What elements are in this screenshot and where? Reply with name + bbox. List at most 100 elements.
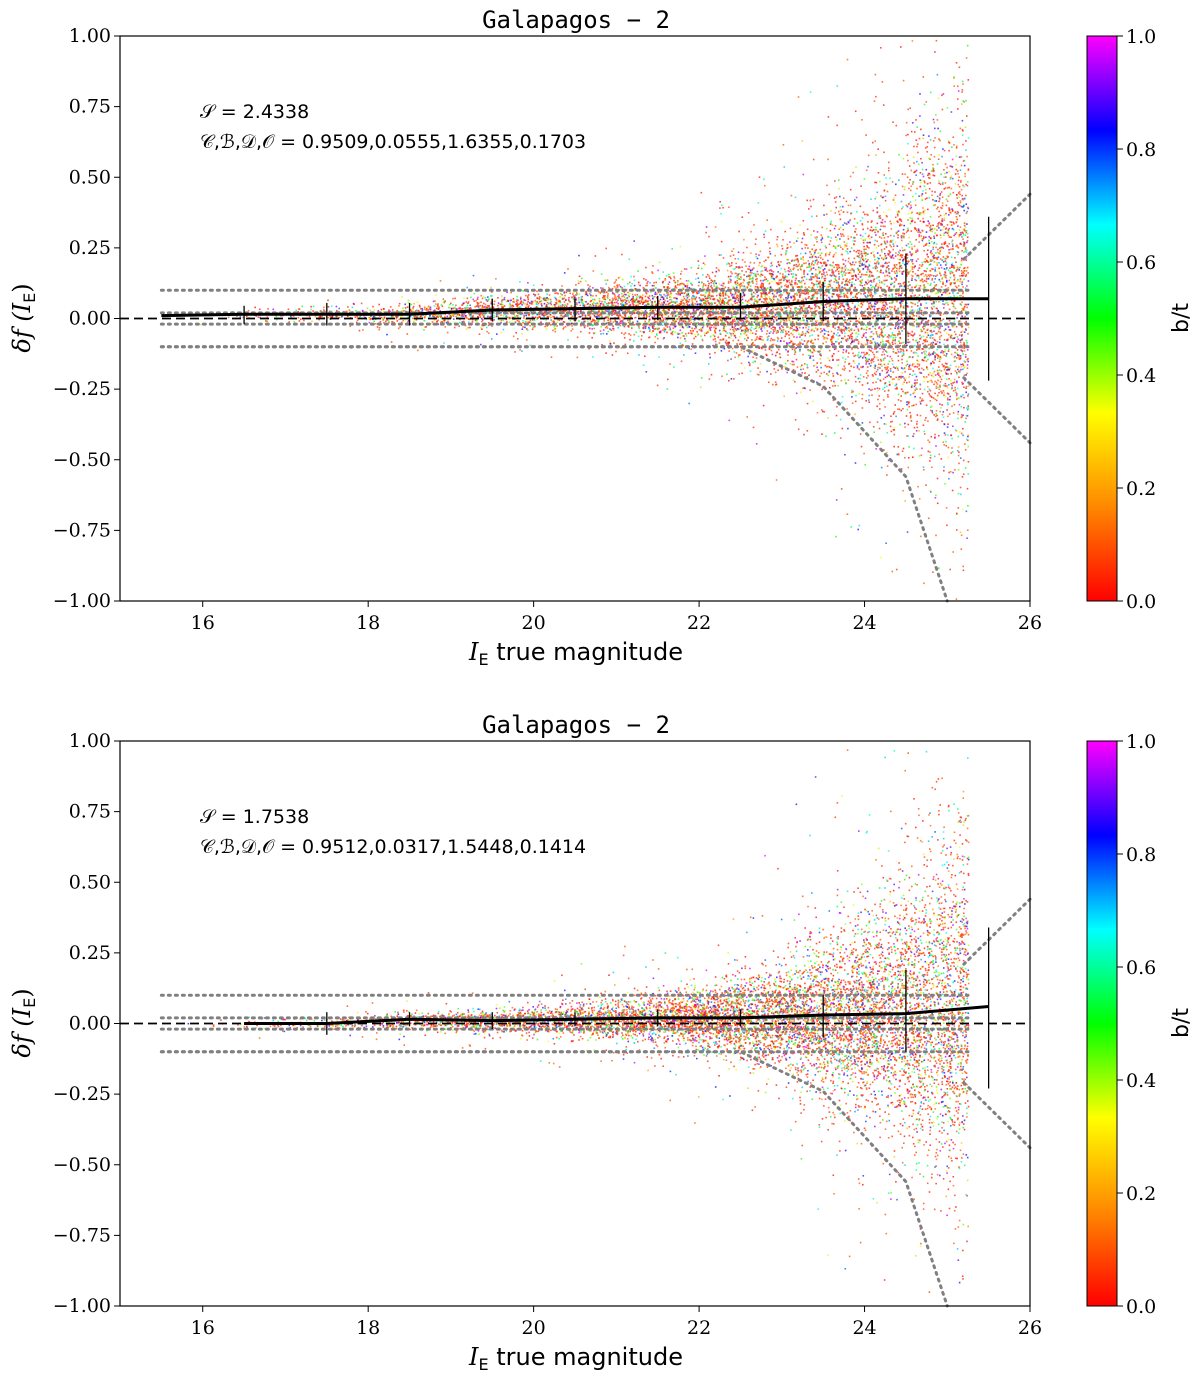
scatter-point [415, 310, 417, 312]
scatter-point [861, 255, 864, 258]
scatter-point [950, 322, 952, 324]
scatter-point [308, 315, 311, 318]
scatter-point [809, 199, 812, 202]
scatter-point [722, 285, 724, 287]
scatter-point [609, 343, 612, 345]
scatter-point [951, 262, 953, 265]
scatter-point [873, 229, 875, 231]
scatter-point [896, 386, 898, 389]
scatter-point [848, 329, 850, 332]
scatter-point [687, 332, 690, 334]
scatter-point [927, 334, 930, 337]
scatter-point [948, 323, 951, 325]
scatter-point [962, 459, 965, 462]
scatter-point [719, 298, 722, 300]
scatter-point [929, 400, 932, 402]
scatter-point [947, 403, 949, 406]
scatter-point [963, 221, 966, 224]
scatter-point [386, 333, 388, 336]
scatter-point [935, 246, 937, 249]
scatter-point [727, 359, 729, 362]
scatter-point [941, 220, 944, 223]
scatter-point [898, 330, 900, 333]
scatter-point [645, 292, 648, 295]
scatter-point [589, 327, 591, 330]
scatter-point [863, 248, 865, 251]
scatter-point [897, 221, 899, 223]
scatter-point [940, 206, 942, 209]
scatter-point [673, 279, 675, 282]
scatter-point [890, 415, 892, 417]
scatter-point [602, 305, 604, 308]
scatter-point [886, 451, 888, 454]
scatter-point [815, 293, 817, 295]
scatter-point [455, 304, 457, 307]
scatter-point [756, 296, 759, 298]
scatter-point [907, 423, 910, 426]
scatter-point [916, 248, 919, 251]
scatter-point [654, 341, 656, 344]
scatter-point [662, 308, 665, 310]
scatter-point [965, 510, 968, 513]
scatter-point [917, 217, 919, 220]
scatter-point [475, 300, 477, 302]
scatter-point [730, 292, 732, 295]
scatter-point [648, 328, 651, 330]
scatter-point [661, 329, 664, 331]
scatter-point [842, 228, 845, 231]
scatter-point [859, 259, 862, 262]
scatter-point [722, 298, 724, 300]
scatter-point [725, 342, 728, 345]
scatter-point [755, 443, 758, 445]
scatter-point [883, 279, 885, 282]
scatter-point [558, 319, 561, 321]
scatter-point [878, 257, 880, 260]
scatter-point [911, 279, 913, 281]
scatter-point [628, 301, 630, 303]
scatter-point [776, 245, 779, 248]
scatter-point [823, 329, 826, 332]
scatter-point [507, 299, 509, 302]
scatter-point [466, 304, 469, 307]
scatter-point [917, 325, 920, 328]
scatter-point [911, 40, 914, 42]
scatter-point [899, 423, 901, 426]
scatter-point [656, 293, 658, 295]
scatter-point [645, 371, 648, 373]
scatter-point [872, 317, 875, 319]
scatter-point [373, 309, 376, 311]
scatter-point [620, 320, 623, 322]
scatter-point [874, 341, 876, 343]
scatter-point [871, 359, 873, 362]
scatter-point [898, 310, 901, 313]
scatter-point [763, 178, 765, 180]
scatter-point [731, 347, 734, 350]
scatter-point [705, 231, 707, 234]
scatter-point [808, 208, 810, 210]
scatter-point [879, 347, 881, 350]
scatter-point [876, 261, 878, 264]
scatter-point [597, 319, 599, 321]
scatter-point [491, 291, 493, 293]
scatter-point [900, 409, 903, 412]
scatter-point [836, 288, 839, 290]
scatter-point [959, 278, 962, 280]
scatter-point [759, 362, 762, 365]
scatter-point [866, 245, 868, 247]
scatter-point [747, 212, 750, 214]
scatter-point [611, 303, 613, 306]
scatter-point [820, 294, 822, 297]
scatter-point [476, 319, 478, 321]
scatter-point [751, 272, 753, 274]
scatter-point [935, 275, 937, 277]
scatter-point [866, 246, 869, 248]
scatter-point [490, 315, 492, 317]
scatter-point [889, 241, 891, 243]
scatter-point [829, 229, 832, 232]
scatter-point [893, 286, 895, 288]
scatter-point [931, 228, 934, 230]
scatter-point [954, 429, 957, 431]
scatter-point [880, 333, 882, 335]
scatter-point [666, 295, 668, 298]
scatter-point [945, 268, 947, 271]
